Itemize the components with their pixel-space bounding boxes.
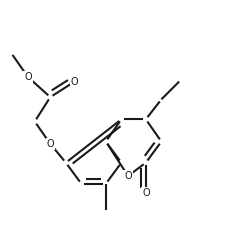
Text: O: O	[124, 171, 132, 181]
Text: O: O	[24, 72, 32, 82]
Text: O: O	[71, 77, 79, 86]
Text: O: O	[142, 188, 150, 198]
Text: O: O	[47, 139, 54, 149]
